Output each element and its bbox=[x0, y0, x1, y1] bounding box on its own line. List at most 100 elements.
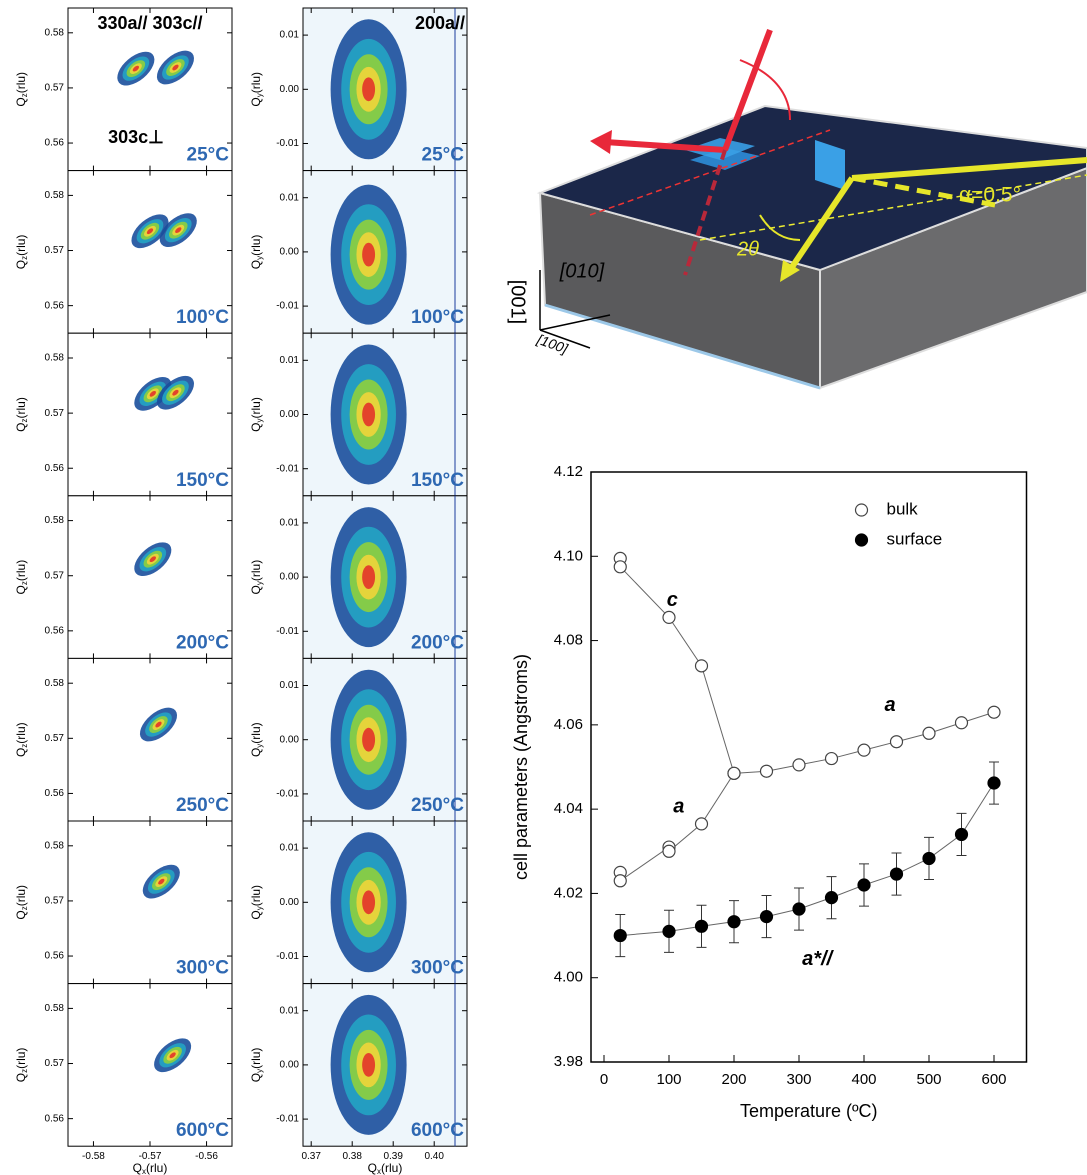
peak bbox=[330, 507, 407, 648]
point bbox=[727, 915, 741, 929]
unit: (rlu) bbox=[249, 885, 263, 906]
point bbox=[727, 766, 741, 780]
legend-label: bulk bbox=[887, 499, 919, 518]
axis-label: Qy(rlu) bbox=[249, 885, 264, 920]
y-tick-label: 0.57 bbox=[45, 733, 65, 744]
sub: y bbox=[255, 256, 264, 260]
annotation: c bbox=[667, 589, 678, 611]
y-tick-label: -0.01 bbox=[276, 301, 299, 312]
axis-label: Qx(rlu) bbox=[368, 1161, 403, 1175]
temperature-label: 100°C bbox=[411, 307, 464, 328]
y-tick-label: 4.00 bbox=[554, 969, 583, 986]
y-tick-label: 0.58 bbox=[45, 27, 65, 38]
y-tick-label: 0.56 bbox=[45, 138, 65, 149]
x-axis-title: Temperature (ºC) bbox=[740, 1101, 878, 1121]
y-tick-label: 0.58 bbox=[45, 840, 65, 851]
peak bbox=[156, 50, 194, 85]
beam-out bbox=[604, 139, 726, 153]
peak-level bbox=[146, 228, 154, 235]
q: Q bbox=[249, 97, 263, 106]
x-tick-label: 400 bbox=[851, 1071, 876, 1088]
point bbox=[824, 751, 839, 766]
x-tick-label: -0.58 bbox=[82, 1151, 105, 1162]
temperature-label: 600°C bbox=[411, 1120, 464, 1141]
annotation: 330a// 303c// bbox=[97, 13, 202, 33]
point bbox=[987, 705, 1001, 719]
temperature-label: 100°C bbox=[176, 307, 229, 328]
y-tick-label: 0.56 bbox=[45, 625, 65, 636]
panel bbox=[67, 170, 233, 334]
unit: (rlu) bbox=[249, 72, 263, 93]
y-tick-label: 0.00 bbox=[280, 572, 300, 583]
annotation: 200a// bbox=[415, 13, 465, 33]
sub: z bbox=[20, 906, 29, 910]
point bbox=[613, 874, 627, 888]
sub: z bbox=[20, 744, 29, 748]
unit: (rlu) bbox=[14, 885, 28, 906]
point bbox=[954, 827, 969, 842]
x-tick-label: 0.38 bbox=[342, 1151, 362, 1162]
point bbox=[857, 878, 871, 892]
y-tick-label: 4.06 bbox=[554, 716, 583, 733]
q: Q bbox=[249, 585, 263, 594]
peak bbox=[117, 51, 155, 86]
x-tick-label: 500 bbox=[916, 1071, 941, 1088]
y-tick-label: 0.57 bbox=[45, 1058, 65, 1069]
peak bbox=[134, 542, 172, 577]
sub: z bbox=[20, 581, 29, 585]
y-tick-label: 0.57 bbox=[45, 896, 65, 907]
temperature-label: 250°C bbox=[411, 795, 464, 816]
point bbox=[889, 735, 904, 749]
y-tick-label: -0.01 bbox=[276, 951, 299, 962]
angle bbox=[739, 59, 791, 121]
q: Q bbox=[249, 260, 263, 269]
peak bbox=[142, 864, 180, 899]
unit: (rlu) bbox=[249, 560, 263, 581]
axis-label: Qy(rlu) bbox=[249, 560, 264, 595]
sub: y bbox=[255, 744, 264, 748]
peak bbox=[131, 214, 169, 249]
axis-label: Qy(rlu) bbox=[249, 235, 264, 270]
y-tick-label: 0.00 bbox=[280, 1060, 300, 1071]
axis-label: Qz(rlu) bbox=[14, 1048, 29, 1083]
y-tick-label: 0.58 bbox=[45, 353, 65, 364]
x-tick-label: 300 bbox=[786, 1071, 811, 1088]
peak-level bbox=[158, 878, 165, 885]
point bbox=[792, 902, 806, 916]
crystal bbox=[690, 148, 760, 170]
q: Q bbox=[14, 585, 28, 594]
temperature-label: 25°C bbox=[187, 145, 230, 166]
y-tick-label: 0.56 bbox=[45, 1113, 65, 1124]
sub: z bbox=[20, 256, 29, 260]
temperature-label: 600°C bbox=[176, 1120, 229, 1141]
arrow-head bbox=[780, 260, 800, 282]
axis-label: Qz(rlu) bbox=[14, 235, 29, 270]
peak-level bbox=[362, 890, 376, 915]
peak-level bbox=[175, 227, 182, 233]
axis-label: [010] bbox=[559, 260, 605, 282]
peak-level bbox=[362, 242, 376, 267]
axis-label: Qz(rlu) bbox=[14, 560, 29, 595]
y-tick-label: 0.01 bbox=[280, 518, 300, 529]
sub: y bbox=[255, 418, 264, 422]
y-tick-label: 0.56 bbox=[45, 300, 65, 311]
unit: (rlu) bbox=[249, 1048, 263, 1069]
temperature-label: 150°C bbox=[176, 470, 229, 491]
axis-label: Qy(rlu) bbox=[249, 722, 264, 757]
diagram: [001] [010] [100] α=0.5° 2θ bbox=[507, 28, 1087, 390]
temperature-label: 200°C bbox=[176, 632, 229, 653]
sub: z bbox=[20, 93, 29, 97]
x-tick-label: 600 bbox=[981, 1071, 1006, 1088]
y-axis-title: cell parameters (Angstroms) bbox=[511, 654, 531, 880]
y-tick-label: 4.04 bbox=[554, 800, 583, 817]
y-tick-label: 0.01 bbox=[280, 843, 300, 854]
axis-label: Qz(rlu) bbox=[14, 72, 29, 107]
unit: (rlu) bbox=[14, 722, 28, 743]
peak bbox=[139, 707, 178, 742]
peak-level bbox=[155, 721, 162, 728]
point bbox=[857, 743, 871, 757]
y-tick-label: 0.57 bbox=[45, 570, 65, 581]
point bbox=[759, 764, 774, 778]
peak bbox=[134, 376, 172, 411]
angle-label: α=0.5° bbox=[959, 184, 1021, 207]
